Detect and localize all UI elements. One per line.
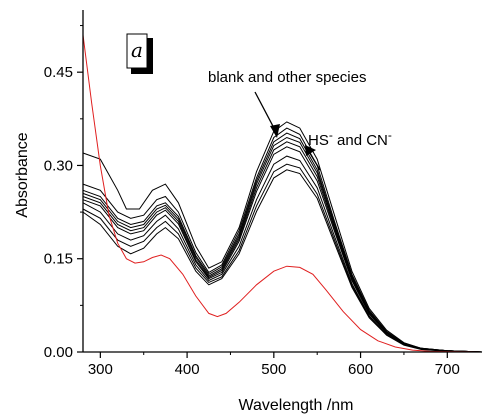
y-tick-label: 0.30 bbox=[44, 157, 73, 174]
x-tick-label: 500 bbox=[261, 361, 286, 378]
x-tick-label: 700 bbox=[435, 361, 460, 378]
series-line-4 bbox=[82, 136, 483, 353]
series-line-1 bbox=[82, 121, 483, 353]
x-tick-label: 600 bbox=[348, 361, 373, 378]
series-line-6 bbox=[82, 146, 483, 353]
arrow-hs-cn bbox=[305, 145, 321, 171]
x-axis-title: Wavelength /nm bbox=[238, 397, 353, 414]
series-line-2 bbox=[82, 127, 483, 353]
series-line-5 bbox=[82, 141, 483, 353]
panel-label: a bbox=[131, 38, 143, 62]
y-axis-title: Absorbance bbox=[14, 132, 31, 217]
series-line-7 bbox=[82, 155, 483, 353]
annotation-blank: blank and other species bbox=[208, 69, 366, 86]
series-line-10 bbox=[82, 34, 483, 353]
x-tick-label: 300 bbox=[88, 361, 113, 378]
arrow-blank bbox=[254, 91, 280, 138]
series-layer bbox=[82, 34, 483, 353]
panel-label-box: a bbox=[126, 33, 153, 74]
series-line-3 bbox=[82, 132, 483, 353]
ticks-layer: 300 400 500 600 700 0.00 0.15 0.30 0.45 bbox=[44, 25, 460, 378]
series-line-8 bbox=[82, 163, 483, 353]
y-tick-label: 0.00 bbox=[44, 344, 73, 361]
y-tick-label: 0.15 bbox=[44, 251, 73, 268]
annotation-hs-cn: HS- and CN- bbox=[308, 128, 392, 149]
series-line-9 bbox=[82, 169, 483, 353]
x-tick-label: 400 bbox=[175, 361, 200, 378]
y-tick-label: 0.45 bbox=[44, 64, 73, 81]
